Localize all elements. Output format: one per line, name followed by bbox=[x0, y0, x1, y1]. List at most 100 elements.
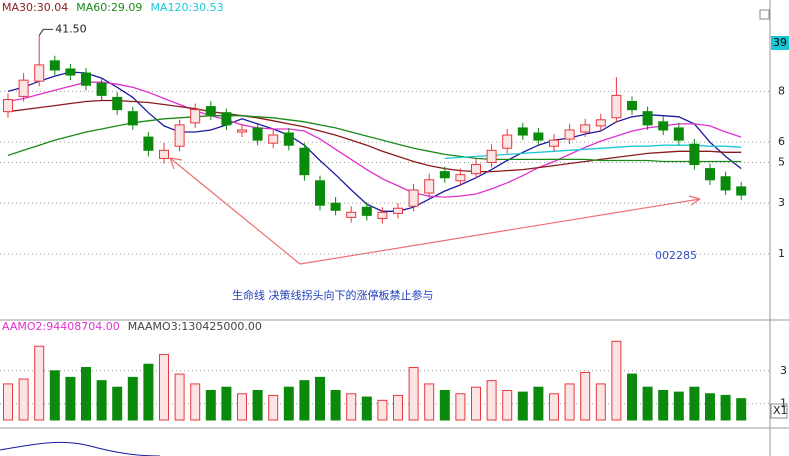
candle-body bbox=[533, 132, 544, 141]
candle-body bbox=[330, 202, 341, 211]
candle-body bbox=[299, 147, 310, 176]
volume-bar bbox=[65, 376, 76, 421]
candle-body bbox=[268, 134, 279, 144]
indicator-label: MA60:29.09 bbox=[76, 1, 142, 14]
candle-body bbox=[564, 129, 575, 140]
candle-body bbox=[517, 127, 528, 136]
volume-bar bbox=[486, 380, 497, 421]
candle-body bbox=[34, 64, 45, 82]
volume-bar bbox=[252, 389, 263, 421]
price-tag: 39 bbox=[773, 36, 787, 49]
candle-body bbox=[642, 111, 653, 126]
volume-bar bbox=[377, 399, 388, 421]
volume-bar bbox=[673, 391, 684, 421]
candle-body bbox=[393, 207, 403, 214]
volume-bar bbox=[471, 386, 481, 421]
candle-body bbox=[673, 127, 684, 141]
candle-body bbox=[49, 60, 60, 71]
volume-bar bbox=[705, 393, 715, 421]
candle-body bbox=[221, 112, 232, 126]
volume-bar bbox=[393, 394, 403, 421]
candle-body bbox=[159, 149, 169, 159]
stock-code: 002285 bbox=[655, 249, 697, 262]
volume-bar bbox=[159, 353, 169, 421]
scale-box bbox=[770, 403, 788, 419]
candle-body bbox=[549, 139, 559, 147]
volume-bar bbox=[408, 367, 419, 421]
indicator-label: MA30:30.04 bbox=[2, 1, 68, 14]
indicator-label: MAAMO3:130425000.00 bbox=[128, 320, 262, 333]
volume-bar bbox=[346, 393, 357, 421]
volume-bar bbox=[549, 393, 559, 421]
candle-body bbox=[455, 174, 466, 182]
scale-label: X1 bbox=[773, 404, 788, 417]
candle-body bbox=[736, 186, 747, 196]
volume-bar bbox=[658, 389, 669, 421]
volume-bar bbox=[127, 376, 138, 421]
candle-body bbox=[627, 101, 637, 111]
volume-bar bbox=[315, 376, 325, 421]
candle-body bbox=[112, 96, 123, 111]
volume-bar bbox=[720, 394, 731, 421]
volume-bar bbox=[502, 389, 513, 421]
volume-bar bbox=[283, 386, 294, 421]
candle-body bbox=[705, 168, 715, 181]
candle-body bbox=[611, 94, 622, 119]
candle-body bbox=[96, 82, 107, 96]
candle-body bbox=[377, 211, 388, 219]
candle-body bbox=[205, 106, 216, 116]
volume-bar bbox=[580, 371, 591, 421]
candle-body bbox=[689, 143, 700, 166]
moving-average-line bbox=[7, 99, 742, 173]
volume-bar bbox=[736, 398, 747, 421]
moving-average-line bbox=[7, 81, 742, 198]
volume-bar bbox=[455, 393, 466, 421]
window-button[interactable] bbox=[759, 9, 770, 20]
high-label: 41.50 bbox=[55, 22, 86, 35]
candle-body bbox=[81, 72, 91, 86]
candle-body bbox=[190, 109, 201, 124]
chart-layer: 8 6 5 3 1 41.50 39 002285 生命线 决策线拐头向下的涨停板禁止参与 MA3… bbox=[0, 1, 789, 421]
candle-body bbox=[439, 171, 450, 179]
volume-bar bbox=[96, 380, 107, 421]
candle-body bbox=[174, 124, 185, 147]
y-tick-label: 5 bbox=[778, 156, 785, 169]
volume-bar bbox=[34, 345, 45, 421]
candle-body bbox=[252, 127, 263, 141]
candle-body bbox=[658, 121, 669, 131]
volume-bar bbox=[190, 383, 201, 421]
volume-bar bbox=[237, 393, 247, 421]
candle-body bbox=[3, 98, 13, 113]
candle-body bbox=[408, 189, 419, 207]
volume-bar bbox=[49, 370, 60, 421]
volume-bar bbox=[424, 383, 435, 421]
candle-body bbox=[471, 164, 481, 175]
y-tick-label: 3 bbox=[780, 364, 787, 377]
candle-body bbox=[127, 111, 138, 126]
high-marker bbox=[38, 28, 54, 36]
volume-bar bbox=[112, 386, 123, 421]
volume-bar bbox=[143, 363, 154, 421]
indicator-label: AAMO2:94408704.00 bbox=[2, 320, 120, 333]
volume-bar bbox=[18, 378, 29, 421]
y-tick-label: 1 bbox=[778, 247, 785, 260]
volume-bar bbox=[174, 373, 185, 421]
volume-bar bbox=[533, 386, 544, 421]
lower-indicator bbox=[0, 441, 161, 456]
y-tick-label: 3 bbox=[778, 196, 785, 209]
price-tag-box bbox=[771, 36, 789, 50]
candle-body bbox=[315, 180, 325, 206]
volume-bar bbox=[564, 383, 575, 421]
candle-body bbox=[595, 119, 606, 127]
annotation: 生命线 决策线拐头向下的涨停板禁止参与 bbox=[232, 288, 434, 302]
candle-body bbox=[237, 129, 247, 133]
candle-body bbox=[424, 179, 435, 194]
candle-body bbox=[65, 68, 76, 76]
volume-bar bbox=[3, 383, 13, 421]
volume-bar bbox=[517, 391, 528, 421]
y-tick-label: 6 bbox=[778, 135, 785, 148]
candle-body bbox=[486, 149, 497, 164]
volume-bar bbox=[268, 394, 279, 421]
volume-bar bbox=[205, 389, 216, 421]
